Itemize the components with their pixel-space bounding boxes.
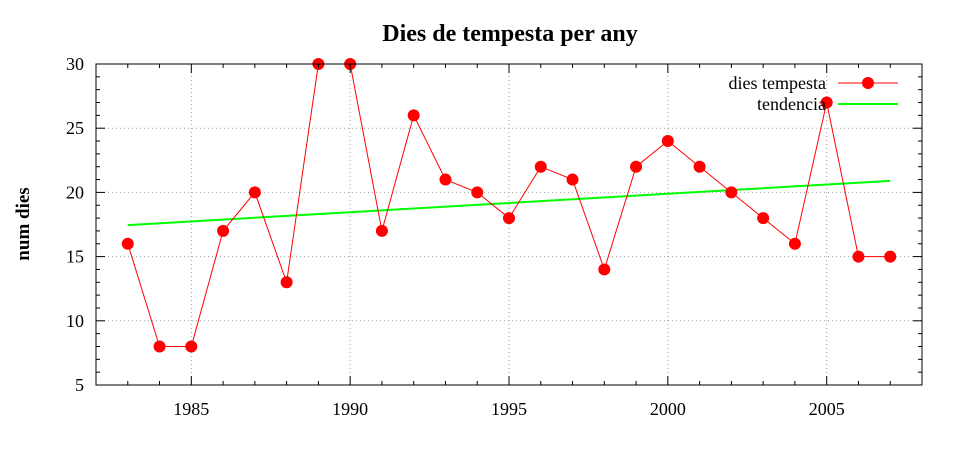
x-tick-label: 1985 <box>173 399 209 419</box>
data-point <box>153 340 166 353</box>
data-point <box>598 263 611 276</box>
y-tick-label: 5 <box>75 375 84 395</box>
data-point <box>820 96 833 109</box>
data-point <box>788 237 801 250</box>
data-point <box>185 340 198 353</box>
data-point <box>471 186 484 199</box>
data-point <box>630 160 643 173</box>
data-point <box>280 276 293 289</box>
data-point <box>375 224 388 237</box>
data-point <box>439 173 452 186</box>
data-point <box>693 160 706 173</box>
data-point <box>248 186 261 199</box>
data-point <box>661 135 674 148</box>
y-tick-label: 10 <box>66 311 84 331</box>
grid <box>96 64 922 385</box>
data-point <box>884 250 897 263</box>
y-tick-label: 30 <box>66 54 84 74</box>
data-point <box>503 212 515 225</box>
legend-sample-marker <box>862 77 874 89</box>
data-point <box>407 109 420 122</box>
chart-title: Dies de tempesta per any <box>382 21 638 47</box>
y-tick-label: 20 <box>66 182 84 202</box>
legend-label-dies-tempesta: dies tempesta <box>729 73 826 93</box>
trend-line <box>127 179 891 227</box>
data-point <box>566 173 579 186</box>
y-tick-label: 15 <box>66 247 84 267</box>
x-tick-label: 1995 <box>491 399 527 419</box>
y-tick-label: 25 <box>66 118 84 138</box>
axis-ticks: 5 10 15 20 25 30 1985 1990 1995 2000 2005 <box>66 54 923 419</box>
data-point <box>121 237 134 250</box>
trend-series <box>127 179 891 227</box>
legend-label-tendencia: tendencia <box>757 94 826 114</box>
data-point <box>725 186 738 199</box>
data-point <box>217 224 230 237</box>
x-tick-label: 1990 <box>332 399 368 419</box>
x-tick-label: 2000 <box>650 399 686 419</box>
data-point <box>534 160 547 173</box>
data-point <box>757 212 770 225</box>
x-tick-label: 2005 <box>809 399 845 419</box>
data-point <box>852 250 865 263</box>
y-axis-label: num dies <box>13 187 34 260</box>
data-series <box>121 58 897 353</box>
